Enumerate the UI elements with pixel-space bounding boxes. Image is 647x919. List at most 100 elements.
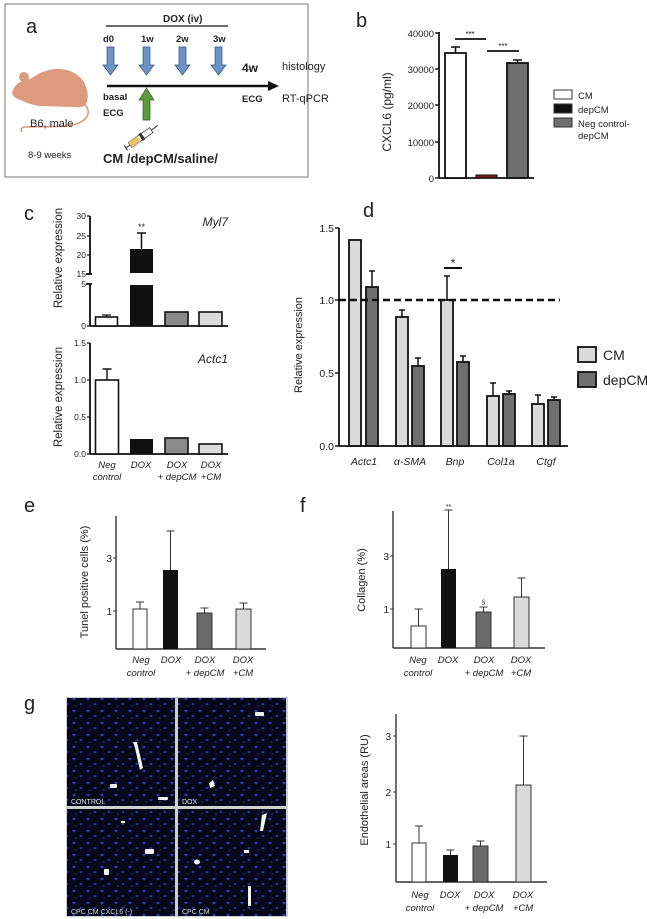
mouse-age: 8-9 weeks — [28, 150, 72, 161]
x-tick: Ctgf — [536, 456, 556, 468]
panel-label-c: c — [24, 203, 34, 225]
micrograph-label: CPC CM — [182, 909, 210, 916]
bar-cm-asma — [395, 316, 409, 447]
micrograph-grid: CONTROL DOX CPC CM CXCL6 (-) CPC CM — [67, 698, 286, 916]
panel-label-f: f — [300, 495, 306, 517]
y-tick: 3 — [385, 732, 391, 743]
bar-dox-cm — [515, 784, 532, 883]
x-tick: DOX — [474, 655, 495, 666]
y-tick: 0.0 — [319, 441, 334, 453]
legend-swatch-depcm — [577, 371, 597, 388]
bar-depcm-ctgf — [547, 399, 561, 447]
y-tick: 1 — [385, 840, 391, 851]
outcome-histology: histology — [282, 61, 326, 73]
panel-e: e Tunel positive cells (%) 3 1 Neg contr… — [24, 495, 266, 679]
x-tick: DOX — [195, 655, 216, 666]
bar-cm-ctgf — [531, 403, 545, 447]
x-tick: DOX — [474, 890, 495, 901]
micrograph-label: DOX — [182, 799, 198, 806]
y-tick: 3 — [106, 554, 112, 565]
significance-mark: ** — [138, 222, 146, 232]
timepoint-1w: 1w — [141, 34, 154, 45]
significance-mark: * — [451, 256, 456, 270]
panel-c: c Relative expression 30 25 20 15 5 0 My… — [24, 203, 229, 483]
x-tick: Actc1 — [350, 456, 377, 468]
x-tick: + depCM — [186, 668, 225, 679]
significance-mark: § — [482, 600, 485, 606]
y-tick: 1.0 — [319, 295, 334, 307]
bar-dox — [443, 855, 458, 882]
legend: CM depCM Neg control- depCM — [553, 89, 630, 142]
legend-label: depCM — [578, 131, 609, 142]
error-bars — [369, 270, 557, 404]
x-tick: + depCM — [465, 903, 504, 914]
mouse-icon — [12, 68, 89, 133]
bar-dox — [441, 569, 456, 648]
bar-dox-cm — [198, 443, 223, 455]
arrow-down-icon — [138, 46, 155, 76]
y-tick: 1.5 — [74, 338, 86, 348]
error-bar — [102, 368, 112, 380]
bar-dox-depcm — [196, 612, 213, 650]
bar-depcm-bnp — [456, 361, 470, 447]
bar-dox — [163, 570, 178, 649]
y-tick: 30 — [77, 211, 87, 221]
error-bar — [451, 46, 460, 53]
legend-swatch-neg-control — [553, 117, 573, 128]
arrow-down-icon — [102, 46, 119, 76]
x-tick: Col1a — [487, 456, 515, 468]
y-tick: 1 — [383, 605, 389, 616]
y-tick: 0.5 — [74, 412, 86, 422]
y-tick: 1.5 — [319, 223, 334, 235]
panel-d: d Relative expression 1.5 1.0 0.5 0.0 — [293, 200, 647, 468]
x-tick: +CM — [513, 903, 533, 914]
x-tick: DOX — [438, 655, 459, 666]
y-tick: 10000 — [408, 138, 434, 149]
legend-label: depCM — [603, 372, 647, 388]
x-tick: Neg — [98, 460, 116, 471]
panel-f: f Collagen (%) 3 1 ** § Neg control DOX … — [300, 495, 545, 679]
x-tick: DOX — [201, 460, 222, 471]
bar-dox-cm — [513, 596, 530, 649]
bar-cm — [444, 52, 467, 179]
arrow-down-icon — [174, 46, 191, 76]
bar-neg-control — [94, 316, 119, 327]
y-axis-label: Relative expression — [293, 297, 305, 393]
dose-arrows — [102, 46, 227, 76]
bar-dox-upper — [130, 249, 153, 273]
significance-mark: ** — [446, 504, 452, 511]
y-axis-label: CXCL6 (pg/ml) — [380, 72, 394, 151]
x-tick: α-SMA — [394, 456, 426, 468]
x-tick: DOX — [440, 890, 461, 901]
end-ecg: ECG — [242, 94, 263, 105]
panel-g: g Endothelial areas (RU) 3 2 1 Neg contr… — [24, 693, 547, 914]
y-tick: 0 — [81, 321, 86, 331]
y-tick: 3 — [383, 552, 389, 563]
bar-dox-depcm — [475, 611, 492, 649]
y-tick: 30000 — [408, 65, 434, 76]
significance-mark: *** — [465, 30, 474, 39]
x-tick: Neg — [411, 890, 429, 901]
panel-label-d: d — [363, 200, 374, 222]
y-axis-label: Relative expression — [53, 347, 65, 447]
panel-label-g: g — [24, 693, 35, 715]
bar-dox-cm — [235, 608, 252, 650]
x-tick: control — [406, 903, 435, 914]
y-tick: 0.0 — [74, 449, 86, 459]
bar-depcm — [475, 174, 498, 179]
x-tick: +CM — [201, 472, 221, 483]
timepoint-2w: 2w — [176, 34, 189, 45]
basal-ecg-line1: basal — [103, 92, 127, 103]
bar-neg-control — [132, 608, 148, 650]
panel-label-e: e — [24, 495, 35, 517]
y-axis-label: Tunel positive cells (%) — [79, 526, 91, 639]
legend-label: Neg control- — [578, 119, 630, 130]
legend-swatch-cm — [577, 346, 597, 363]
bar-depcm-actc1 — [365, 286, 379, 447]
micrograph-control — [67, 698, 175, 806]
outcome-rt-qpcr: RT-qPCR — [282, 93, 329, 105]
x-tick: DOX — [513, 890, 534, 901]
panel-a: a B6, male 8-9 weeks DOX (iv) d0 1w 2w 3… — [4, 3, 329, 178]
error-bar — [137, 232, 146, 249]
treatment-label: CM /depCM/saline/ — [103, 151, 218, 166]
